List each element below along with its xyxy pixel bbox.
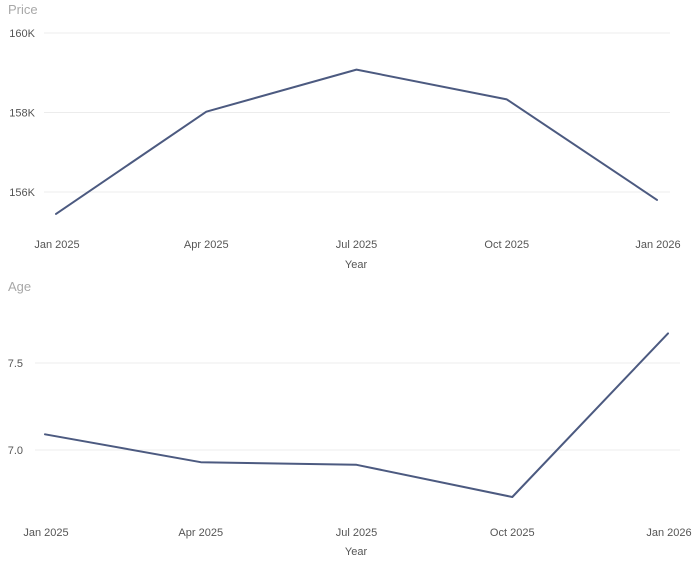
age-y-ticks: 7.0 7.5 — [8, 358, 23, 457]
age-x-ticks: Jan 2025 Apr 2025 Jul 2025 Oct 2025 Jan 2026 — [23, 527, 691, 539]
x-tick-label: Jan 2026 — [646, 527, 691, 539]
x-tick-label: Jan 2026 — [635, 239, 680, 251]
age-chart: Age 7.0 7.5 Jan 2025 Apr 2025 Jul 2025 Oct 2… — [8, 279, 692, 558]
age-series-line — [44, 332, 669, 498]
x-tick-label: Oct 2025 — [490, 527, 535, 539]
y-tick-label: 7.5 — [8, 358, 23, 370]
x-tick-label: Apr 2025 — [184, 239, 229, 251]
price-x-axis-title: Year — [345, 259, 368, 271]
price-axis-title: Price — [8, 2, 38, 17]
price-gridlines — [44, 32, 670, 193]
x-tick-label: Jul 2025 — [336, 239, 378, 251]
x-tick-label: Jan 2025 — [34, 239, 79, 251]
x-tick-label: Jan 2025 — [23, 527, 68, 539]
price-x-ticks: Jan 2025 Apr 2025 Jul 2025 Oct 2025 Jan 2026 — [34, 239, 680, 251]
y-tick-label: 158K — [9, 108, 35, 120]
price-series-line — [55, 68, 658, 215]
y-tick-label: 156K — [9, 187, 35, 199]
price-y-ticks: 156K 158K 160K — [9, 28, 35, 199]
age-x-axis-title: Year — [345, 546, 368, 558]
price-chart: Price 156K 158K 160K Jan 2025 Apr 2025 Jul 2… — [8, 2, 681, 271]
x-tick-label: Apr 2025 — [178, 527, 223, 539]
x-tick-label: Jul 2025 — [336, 527, 378, 539]
age-axis-title: Age — [8, 279, 31, 294]
x-tick-label: Oct 2025 — [484, 239, 529, 251]
y-tick-label: 7.0 — [8, 445, 23, 457]
y-tick-label: 160K — [9, 28, 35, 40]
age-gridlines — [35, 362, 680, 451]
